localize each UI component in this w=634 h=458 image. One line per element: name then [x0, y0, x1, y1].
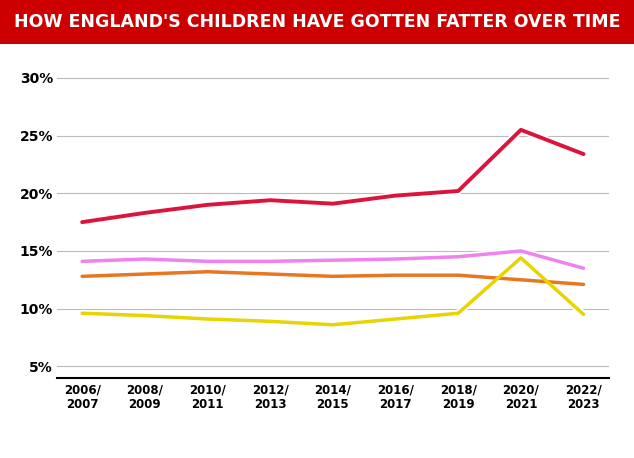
Text: HOW ENGLAND'S CHILDREN HAVE GOTTEN FATTER OVER TIME: HOW ENGLAND'S CHILDREN HAVE GOTTEN FATTE…: [14, 13, 620, 31]
